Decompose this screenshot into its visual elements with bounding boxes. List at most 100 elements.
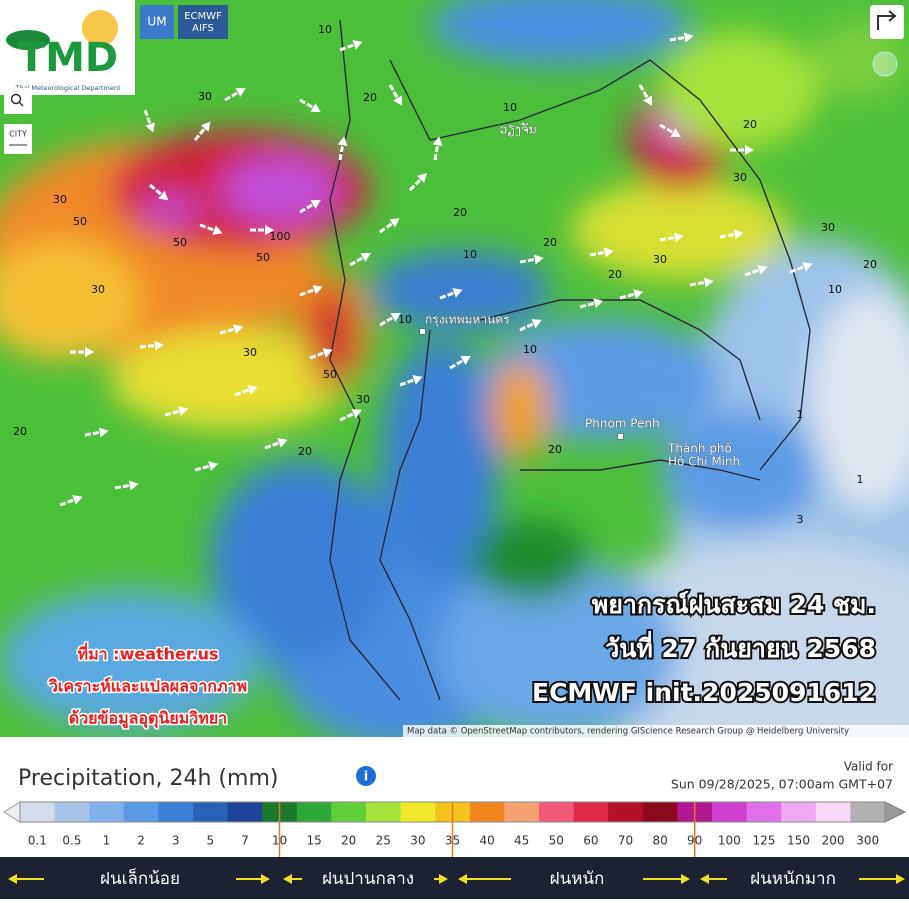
wind-arrow: [719, 229, 744, 240]
wind-arrow-shaft: [299, 201, 317, 214]
precip-area: [440, 560, 680, 737]
wind-arrow-head: [390, 313, 401, 322]
wind-arrow-shaft: [309, 350, 328, 360]
zoom-icon: [18, 101, 24, 107]
city-button-label[interactable]: CITY: [9, 130, 27, 139]
wind-arrow-shaft: [84, 430, 103, 437]
colorbar-label: 20: [341, 834, 356, 848]
wind-arrow-shaft: [519, 257, 538, 264]
valid-time: Sun 09/28/2025, 07:00am GMT+07: [671, 777, 893, 792]
wind-arrow: [224, 88, 246, 102]
colorbar-bin: [573, 802, 609, 822]
colorbar-bin: [504, 802, 540, 822]
wind-arrow-shaft: [59, 497, 78, 507]
colorbar-bin: [158, 802, 194, 822]
wind-arrow-head: [412, 375, 423, 385]
wind-arrow-head: [389, 218, 400, 228]
city-button[interactable]: [4, 124, 32, 154]
zoom-button[interactable]: [4, 88, 32, 114]
precip-area: [660, 30, 820, 150]
info-icon[interactable]: [356, 766, 376, 786]
model-button-label[interactable]: AIFS: [192, 23, 214, 34]
contour-label: 10: [523, 343, 537, 356]
contour-label: 20: [363, 91, 377, 104]
wind-arrow-shaft: [744, 267, 763, 277]
locate-button[interactable]: [872, 51, 898, 77]
colorbar-bin: [54, 802, 90, 822]
forecast-title-line: วันที่ 27 กันยายน 2568: [605, 631, 876, 663]
forecast-title-line: พยากรณ์ฝนสะสม 24 ชม.: [592, 590, 876, 619]
wind-arrow-shaft: [669, 35, 688, 42]
category-label: ฝนปานกลาง: [322, 869, 414, 889]
logo-cloud: [6, 30, 50, 50]
model-button-label[interactable]: UM: [147, 15, 166, 29]
colorbar-bin: [331, 802, 367, 822]
precip-area: [810, 20, 909, 100]
colorbar-label: 30: [410, 834, 425, 848]
wind-arrow-head: [452, 288, 463, 298]
contour-label: 3: [797, 513, 804, 526]
wind-arrow-shaft: [619, 291, 638, 300]
wind-arrow: [59, 495, 83, 507]
wind-arrow-shaft: [579, 300, 598, 309]
wind-arrow-shaft: [638, 84, 651, 102]
contour-label: 20: [543, 236, 557, 249]
forecast-title-line: ECMWF init.2025091612: [532, 678, 876, 707]
wind-arrow-head: [312, 285, 323, 295]
colorbar-label: 100: [718, 834, 741, 848]
wind-arrow-head: [158, 190, 169, 201]
colorbar-label: 200: [822, 834, 845, 848]
map: 2030303050305010050305030202020102020302…: [0, 0, 909, 737]
wind-arrow: [349, 253, 371, 267]
wind-arrow-shaft: [439, 290, 458, 300]
wind-arrow-shaft: [659, 123, 677, 136]
wind-arrow-head: [277, 438, 288, 448]
wind-arrow-shaft: [789, 264, 808, 274]
precip-area: [310, 290, 350, 390]
city-label: กรุงเทพมหานคร: [425, 313, 510, 328]
wind-arrow-head: [85, 347, 94, 357]
wind-arrow-shaft: [234, 387, 253, 397]
colorbar-label: 0.1: [28, 834, 47, 848]
wind-arrow-head: [72, 495, 83, 505]
source-note: ที่มา :weather.us วิเคราะห์และแปลผลจากภาพ…: [46, 641, 248, 731]
colorbar-bin: [89, 802, 125, 822]
wind-arrow: [789, 262, 813, 274]
wind-arrow-head: [145, 122, 155, 133]
logo-subtitle: Thai Meteorological Department: [14, 84, 121, 92]
colorbar-label: 40: [479, 834, 494, 848]
wind-arrow-head: [178, 406, 189, 416]
contour-label: 100: [270, 230, 291, 243]
wind-arrow-head: [683, 32, 694, 43]
wind-arrow: [449, 356, 471, 370]
wind-arrow-shaft: [149, 183, 165, 198]
wind-arrow-head: [98, 427, 109, 438]
model-button-label[interactable]: ECMWF: [184, 11, 222, 22]
colorbar-label: 1: [103, 834, 111, 848]
model-button[interactable]: [178, 5, 228, 39]
wind-arrow-head: [360, 253, 371, 262]
wind-arrow-shaft: [519, 321, 537, 332]
category-arrowhead: [681, 874, 690, 884]
wind-arrow-shaft: [449, 357, 467, 370]
wind-arrow-shaft: [193, 125, 208, 141]
wind-arrow-shaft: [264, 440, 283, 450]
legend: Precipitation, 24h (mm) i Valid for Sun …: [0, 760, 909, 899]
contour-label: 20: [608, 268, 622, 281]
wind-arrow-shaft: [338, 142, 345, 161]
colorbar-label: 300: [856, 834, 879, 848]
wind-arrow-shaft: [689, 280, 708, 287]
colorbar-label: 125: [752, 834, 775, 848]
share-button[interactable]: [870, 5, 904, 39]
wind-arrow-head: [352, 40, 363, 50]
model-button[interactable]: [140, 5, 174, 39]
category-arrowhead: [458, 874, 467, 884]
contour-label: 30: [198, 90, 212, 103]
wind-arrow-shaft: [659, 235, 678, 242]
wind-arrow: [339, 40, 363, 52]
wind-arrow-shaft: [589, 250, 608, 257]
contour-label: 30: [821, 221, 835, 234]
colorbar-bin: [123, 802, 159, 822]
logo-title: TMD: [18, 35, 118, 81]
